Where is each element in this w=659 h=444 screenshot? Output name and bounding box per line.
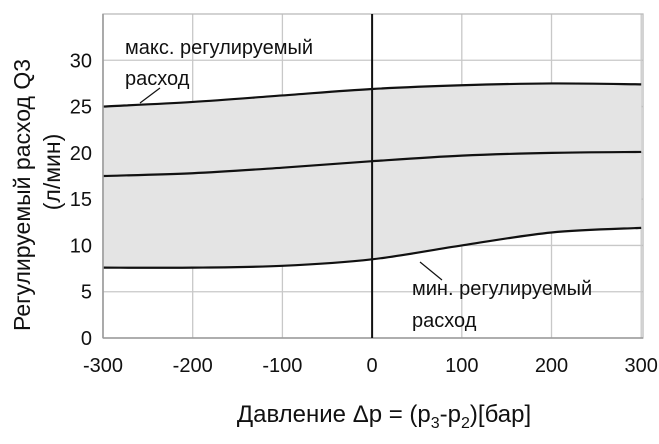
y-tick-label: 20 (70, 143, 92, 165)
x-axis-label: Давление Δp = (p3-p2)[бар] (237, 401, 531, 432)
x-tick-label: 0 (367, 355, 378, 377)
y-tick-label: 10 (70, 235, 92, 257)
max-flow-leader (139, 87, 161, 104)
y-tick-label: 0 (81, 328, 92, 350)
max-flow-label-line2: расход (125, 68, 190, 90)
x-tick-label: -300 (83, 355, 123, 377)
min-flow-label: мин. регулируемый (412, 278, 592, 300)
y-axis-label: Регулируемый расход Q3 (9, 59, 35, 331)
x-tick-label: 100 (445, 355, 478, 377)
axes (102, 13, 644, 339)
y-axis-unit: (л/мин) (39, 134, 65, 211)
x-tick-label: -200 (173, 355, 213, 377)
y-tick-label: 30 (70, 50, 92, 72)
x-tick-label: 200 (535, 355, 568, 377)
x-tick-label: 300 (625, 355, 658, 377)
min-flow-leader (419, 261, 443, 281)
min-flow-label-line2: расход (412, 310, 477, 332)
x-tick-label: -100 (262, 355, 302, 377)
y-tick-label: 15 (70, 189, 92, 211)
tick-labels: -300 -200 -100 0 100 200 300 0 5 10 15 20 25 30 (70, 50, 658, 377)
y-tick-label: 25 (70, 97, 92, 119)
max-flow-label: макс. регулируемый (125, 37, 313, 59)
y-tick-label: 5 (81, 282, 92, 304)
